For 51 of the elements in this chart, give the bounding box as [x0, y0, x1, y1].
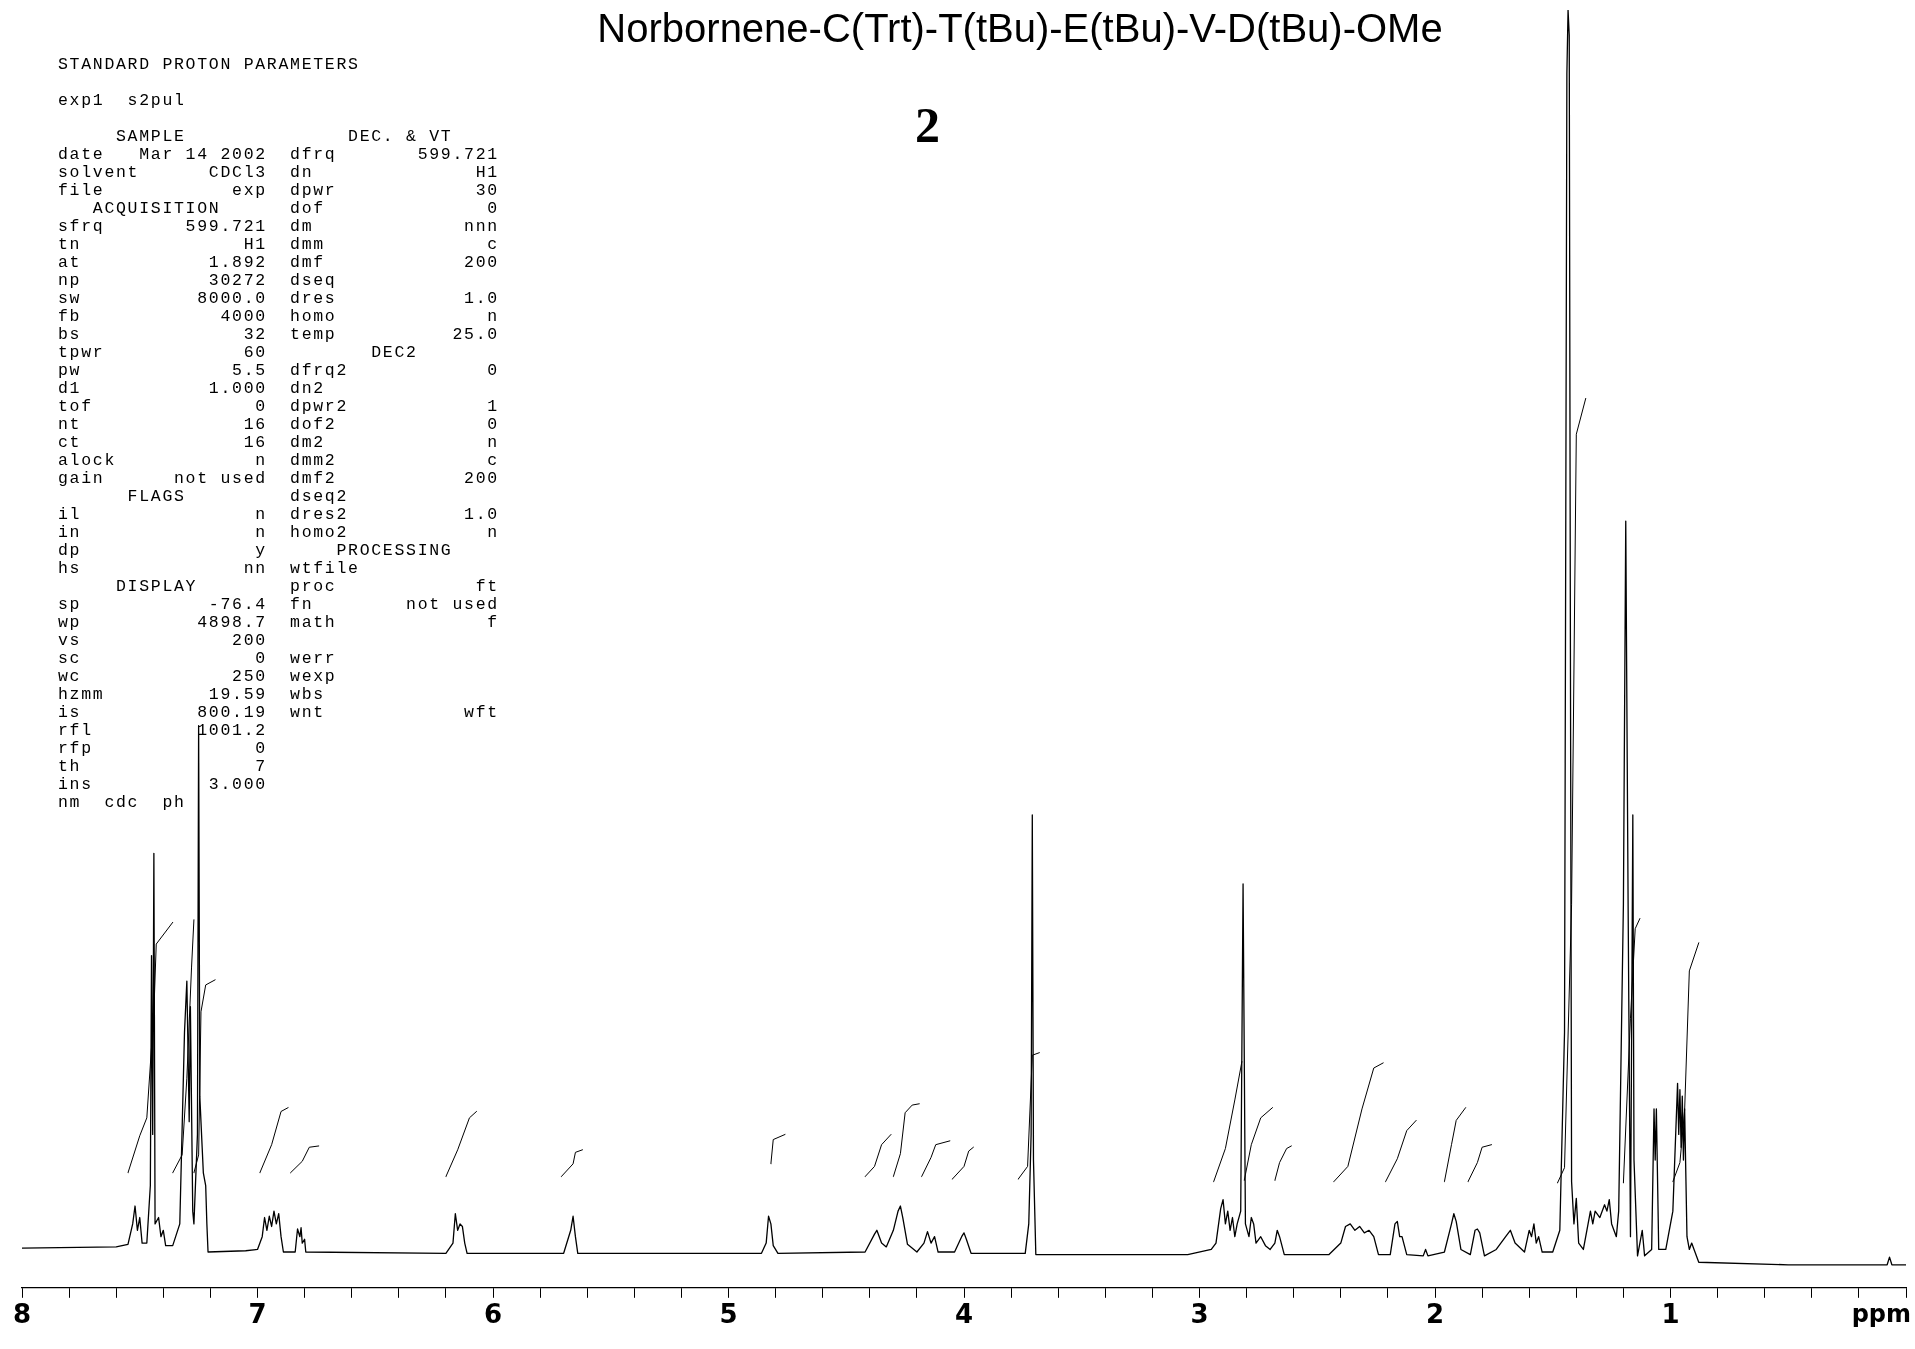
annotation: in n homo2 n [58, 523, 499, 542]
annotation: np 30272 dseq [58, 271, 338, 290]
annotation: gain not used dmf2 200 [58, 469, 499, 488]
annotation: nm cdc ph [58, 793, 187, 812]
annotation: dp y PROCESSING [58, 541, 454, 560]
x-tick-label: 1 [1661, 1299, 1680, 1330]
annotation: wp 4898.7 math f [58, 613, 499, 632]
annotation: sc 0 werr [58, 649, 338, 668]
annotation: ACQUISITION dof 0 [91, 199, 499, 218]
annotation: at 1.892 dmf 200 [58, 253, 499, 272]
annotation: SAMPLE DEC. & VT [115, 127, 454, 146]
annotation: sfrq 599.721 dm nnn [58, 217, 499, 236]
annotation: tn H1 dmm c [58, 235, 499, 254]
annotation: FLAGS dseq2 [126, 487, 350, 506]
annotation: rfl 1001.2 [58, 721, 268, 740]
annotation: il n dres2 1.0 [58, 505, 499, 524]
x-tick-label: 4 [954, 1299, 974, 1330]
annotation: wc 250 wexp [58, 667, 338, 686]
annotation: date Mar 14 2002 dfrq 599.721 [58, 145, 499, 164]
chart-title: Norbornene-C(Trt)-T(tBu)-E(tBu)-V-D(tBu)-OMe [596, 6, 1444, 51]
annotation: sw 8000.0 dres 1.0 [58, 289, 499, 308]
annotation: bs 32 temp 25.0 [58, 325, 499, 344]
annotation: DISPLAY proc ft [115, 577, 499, 596]
x-tick-label: 7 [248, 1299, 267, 1330]
annotation: STANDARD PROTON PARAMETERS [58, 55, 361, 74]
annotation: solvent CDCl3 dn H1 [58, 163, 499, 182]
annotation: ct 16 dm2 n [58, 433, 499, 452]
annotation: hs nn wtfile [58, 559, 361, 578]
annotation: fb 4000 homo n [58, 307, 499, 326]
annotation: sp -76.4 fn not used [58, 595, 499, 614]
annotation: nt 16 dof2 0 [58, 415, 499, 434]
annotation: exp1 s2pul [58, 91, 187, 110]
annotation: th 7 [58, 757, 268, 776]
annotation: hzmm 19.59 wbs [58, 685, 326, 704]
annotation: tof 0 dpwr2 1 [58, 397, 499, 416]
annotation: vs 200 [58, 631, 268, 650]
annotation: d1 1.000 dn2 [58, 379, 326, 398]
x-tick-label: 2 [1425, 1299, 1445, 1330]
x-axis-title: ppm [1851, 1300, 1911, 1329]
annotation: pw 5.5 dfrq2 0 [58, 361, 499, 380]
x-tick-label: 5 [719, 1299, 738, 1330]
annotation: ins 3.000 [58, 775, 268, 794]
annotation: tpwr 60 DEC2 [58, 343, 419, 362]
x-tick-label: 6 [483, 1299, 503, 1330]
annotation: rfp 0 [58, 739, 268, 758]
annotation: file exp dpwr 30 [58, 181, 499, 200]
x-tick-label: 3 [1190, 1299, 1209, 1330]
annotation: 2 [915, 96, 940, 154]
x-tick-label: 8 [12, 1299, 32, 1330]
annotation: alock n dmm2 c [58, 451, 499, 470]
annotation: is 800.19 wnt wft [58, 703, 499, 722]
